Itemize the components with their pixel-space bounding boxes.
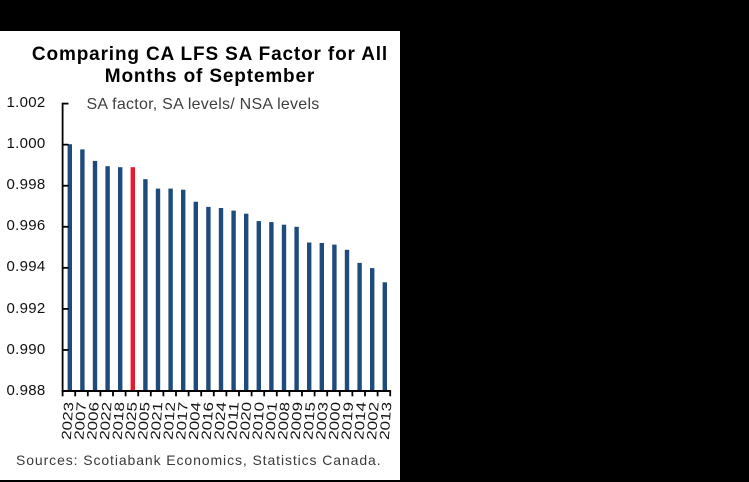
svg-text:2025: 2025 — [122, 401, 140, 440]
svg-text:2022: 2022 — [97, 401, 115, 440]
svg-text:2007: 2007 — [71, 401, 89, 440]
svg-text:2012: 2012 — [160, 401, 178, 440]
svg-text:2000: 2000 — [326, 401, 344, 440]
svg-text:2023: 2023 — [59, 401, 77, 440]
svg-text:2004: 2004 — [186, 401, 204, 441]
svg-text:2015: 2015 — [300, 401, 318, 440]
svg-text:2014: 2014 — [351, 401, 369, 441]
svg-text:2006: 2006 — [84, 401, 102, 440]
svg-text:2003: 2003 — [313, 401, 331, 440]
svg-text:2010: 2010 — [250, 401, 268, 440]
svg-text:2018: 2018 — [110, 401, 128, 440]
svg-text:2024: 2024 — [211, 401, 229, 441]
svg-text:2016: 2016 — [199, 401, 217, 440]
svg-text:2021: 2021 — [148, 401, 166, 440]
svg-text:2020: 2020 — [237, 401, 255, 440]
svg-text:2005: 2005 — [135, 401, 153, 440]
svg-text:2002: 2002 — [364, 401, 382, 440]
svg-text:2001: 2001 — [262, 401, 280, 440]
svg-text:2019: 2019 — [339, 401, 357, 440]
svg-text:2017: 2017 — [173, 401, 191, 440]
svg-text:2008: 2008 — [275, 401, 293, 440]
svg-text:2013: 2013 — [377, 401, 395, 440]
svg-text:2011: 2011 — [224, 401, 242, 440]
svg-text:2009: 2009 — [288, 401, 306, 440]
